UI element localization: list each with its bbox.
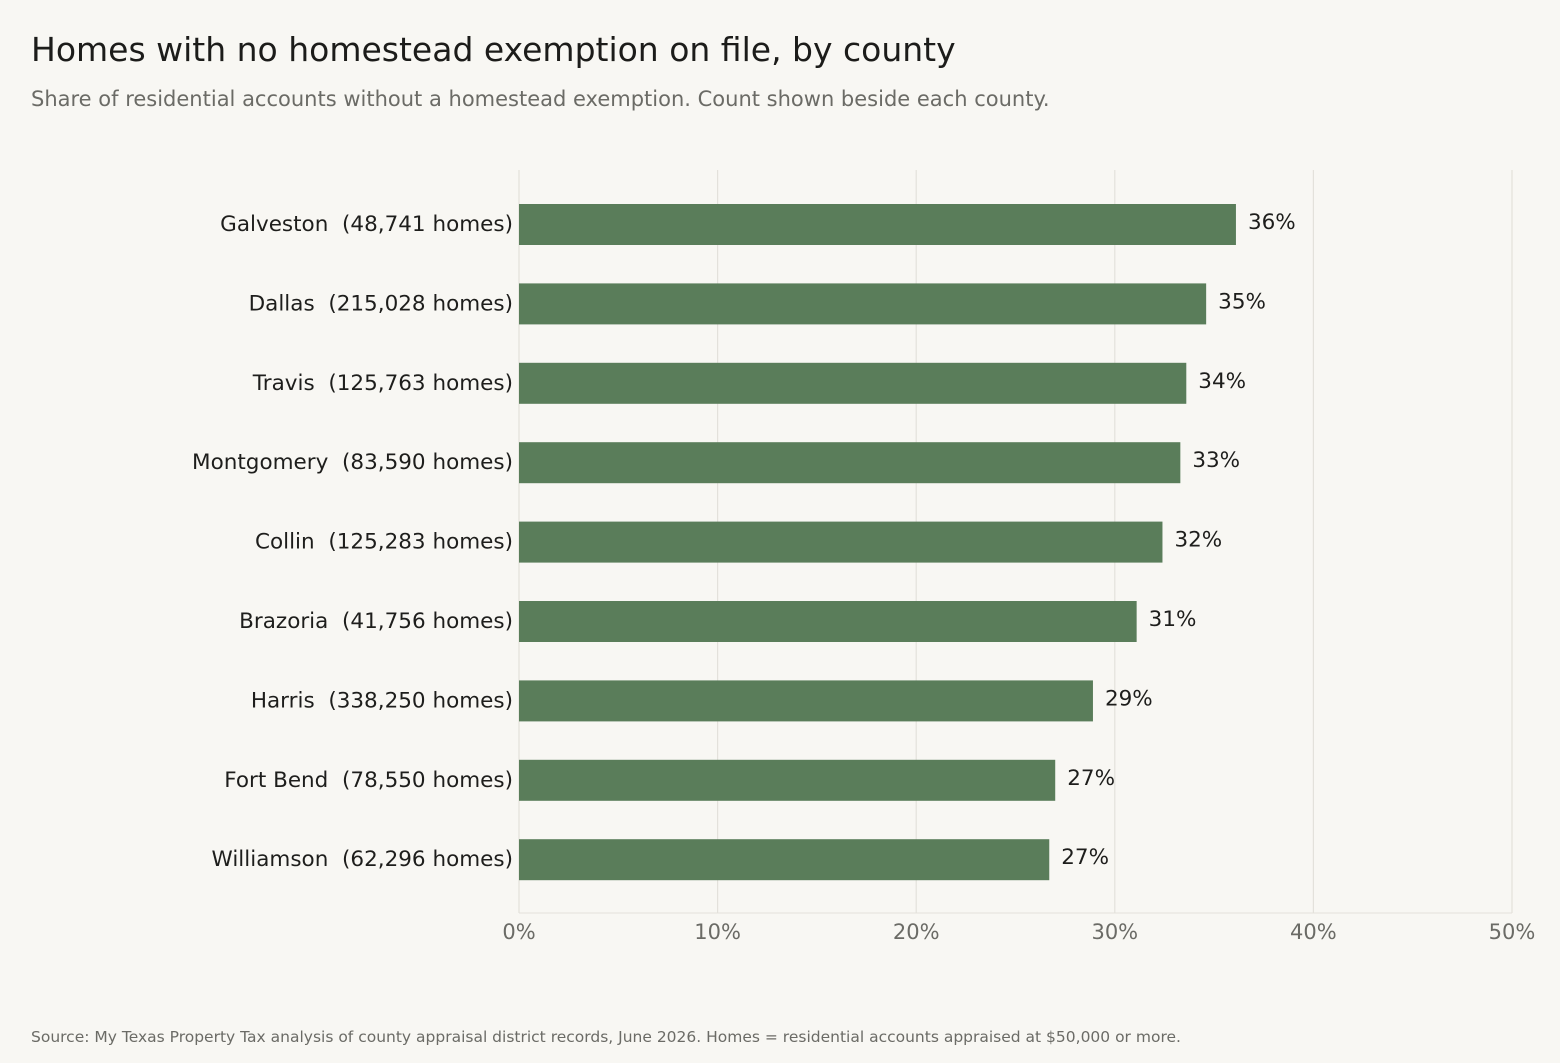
- chart-subtitle: Share of residential accounts without a …: [31, 87, 1050, 111]
- bar: [519, 283, 1207, 325]
- category-label: Williamson (62,296 homes): [212, 847, 513, 872]
- bar: [519, 521, 1163, 563]
- category-label: Harris (338,250 homes): [251, 688, 513, 713]
- x-tick-label: 50%: [1489, 920, 1536, 944]
- value-label: 36%: [1248, 210, 1296, 235]
- category-label: Montgomery (83,590 homes): [192, 450, 513, 475]
- category-label: Fort Bend (78,550 homes): [224, 768, 513, 793]
- x-tick-label: 10%: [694, 920, 741, 944]
- value-label: 27%: [1067, 766, 1115, 791]
- value-label: 33%: [1192, 448, 1240, 473]
- x-tick-label: 20%: [893, 920, 940, 944]
- category-label: Collin (125,283 homes): [255, 530, 513, 555]
- value-labels: 36% 35% 34% 33% 32% 31% 29% 27% 27%: [1061, 210, 1295, 870]
- category-label: Galveston (48,741 homes): [220, 212, 513, 237]
- bar: [519, 204, 1236, 245]
- source-note: Source: My Texas Property Tax analysis o…: [31, 1028, 1181, 1046]
- category-label: Dallas (215,028 homes): [249, 291, 513, 316]
- bar: [519, 680, 1093, 722]
- value-label: 34%: [1198, 369, 1246, 394]
- value-label: 29%: [1105, 686, 1153, 711]
- x-axis-ticks: 0% 10% 20% 30% 40% 50%: [502, 920, 1535, 944]
- bar: [519, 839, 1050, 881]
- x-tick-label: 0%: [502, 920, 535, 944]
- value-label: 31%: [1149, 607, 1197, 632]
- bar: [519, 362, 1187, 404]
- bar: [519, 601, 1137, 642]
- category-labels: Galveston (48,741 homes) Dallas (215,028 …: [192, 212, 513, 872]
- bar: [519, 759, 1056, 801]
- chart-title: Homes with no homestead exemption on fil…: [31, 30, 956, 69]
- value-label: 32%: [1174, 528, 1222, 553]
- bars: [519, 204, 1236, 881]
- x-tick-label: 40%: [1290, 920, 1337, 944]
- category-label: Brazoria (41,756 homes): [239, 609, 513, 634]
- bar: [519, 442, 1181, 484]
- value-label: 27%: [1061, 845, 1109, 870]
- x-tick-label: 30%: [1091, 920, 1138, 944]
- value-label: 35%: [1218, 289, 1266, 314]
- category-label: Travis (125,763 homes): [252, 371, 513, 396]
